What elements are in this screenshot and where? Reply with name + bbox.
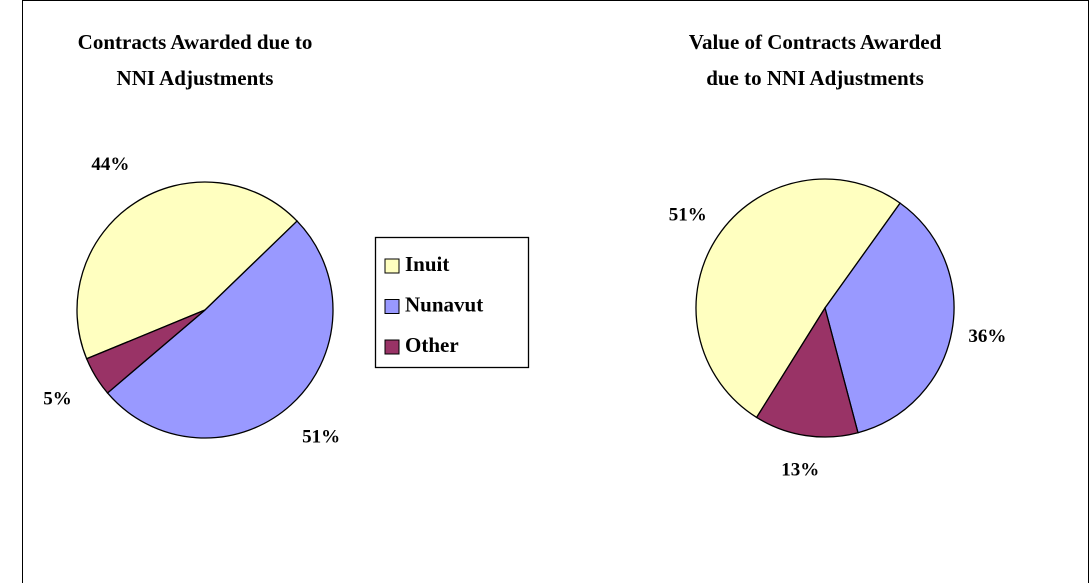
pie-slice — [824, 202, 955, 434]
chart-title: NNI Adjustments — [117, 66, 274, 90]
legend-label: Inuit — [405, 252, 449, 276]
pie-slice — [106, 220, 334, 439]
legend-swatch — [384, 258, 400, 274]
data-label: 36% — [968, 326, 1006, 347]
data-label: 5% — [43, 388, 72, 409]
chart-title: Contracts Awarded due to — [78, 30, 313, 54]
legend-label: Nunavut — [405, 292, 483, 316]
legend-swatch — [384, 339, 400, 355]
legend-label: Other — [405, 333, 459, 357]
legend-swatch — [384, 299, 400, 314]
pie-slice — [85, 309, 206, 394]
pie-slice — [695, 178, 902, 419]
chart-title: Value of Contracts Awarded — [689, 30, 942, 54]
legend-box — [374, 236, 530, 369]
pie-slice — [76, 181, 298, 360]
chart-title: due to NNI Adjustments — [706, 66, 924, 90]
data-label: 13% — [781, 460, 819, 481]
data-label: 51% — [302, 426, 340, 447]
pie-slice — [755, 306, 859, 438]
data-label: 44% — [91, 154, 129, 175]
data-label: 51% — [669, 205, 707, 226]
